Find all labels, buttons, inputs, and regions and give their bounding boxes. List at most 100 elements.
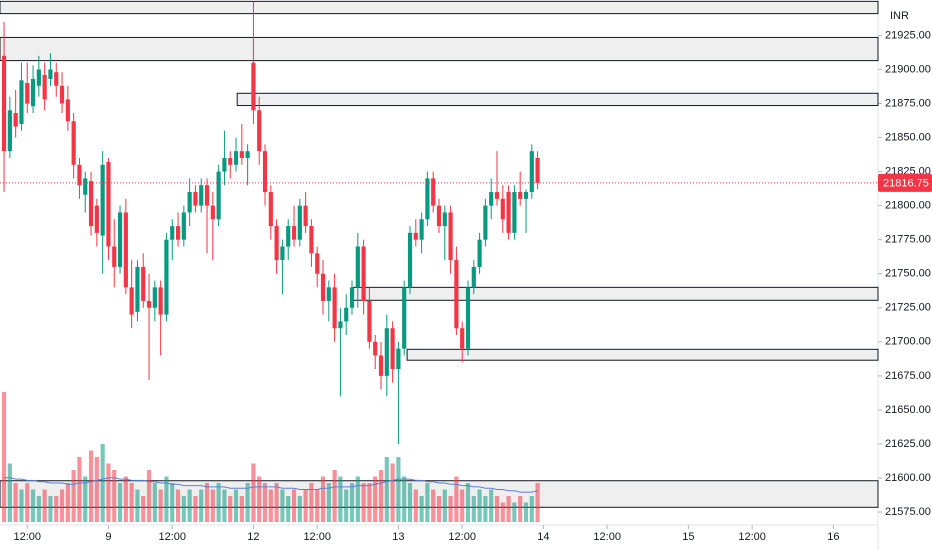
volume-bar bbox=[442, 489, 447, 522]
candle-body bbox=[349, 287, 355, 308]
volume-bar bbox=[344, 489, 349, 522]
zone bbox=[352, 286, 879, 301]
y-tick-label: 21625.00 bbox=[885, 438, 931, 450]
currency-label: INR bbox=[890, 10, 909, 22]
volume-bar bbox=[193, 496, 198, 522]
candle-body bbox=[268, 192, 273, 227]
candle-body bbox=[100, 164, 105, 236]
volume-bar bbox=[83, 476, 88, 522]
volume-bar bbox=[425, 483, 430, 522]
volume-bar bbox=[42, 489, 47, 522]
candle-body bbox=[146, 300, 152, 308]
volume-bar bbox=[460, 489, 465, 522]
candle-body bbox=[465, 287, 471, 349]
candle-body bbox=[181, 212, 186, 240]
volume-bar bbox=[500, 502, 505, 522]
candle-body bbox=[402, 287, 407, 349]
last-price-box bbox=[878, 173, 932, 192]
volume-bar bbox=[494, 496, 500, 522]
candle-body bbox=[216, 171, 221, 220]
y-tick-label: 21800.00 bbox=[885, 200, 931, 212]
volume-bar bbox=[309, 483, 314, 522]
candle-body bbox=[326, 287, 331, 301]
volume-bar bbox=[158, 489, 163, 522]
candle-body bbox=[332, 287, 337, 329]
candle-body bbox=[210, 205, 215, 220]
volume-bar bbox=[407, 483, 413, 522]
candle-body bbox=[274, 226, 279, 261]
candle-body bbox=[523, 192, 529, 199]
volume-bar bbox=[471, 496, 476, 522]
volume-bar bbox=[251, 463, 256, 522]
y-tick-label: 21750.00 bbox=[885, 268, 931, 280]
candle-body bbox=[175, 226, 181, 240]
x-tick-label: 12:00 bbox=[738, 531, 766, 543]
candle-body bbox=[454, 260, 459, 329]
volume-bar bbox=[123, 476, 128, 522]
volume-bar bbox=[315, 489, 320, 522]
volume-bar bbox=[164, 476, 169, 522]
volume-bar bbox=[349, 483, 355, 522]
candle-body bbox=[123, 212, 128, 288]
volume-bar bbox=[529, 496, 534, 522]
candle-body bbox=[117, 212, 123, 267]
volume-bar bbox=[175, 489, 181, 522]
candle-body bbox=[77, 164, 82, 186]
volume-bar bbox=[181, 496, 186, 522]
candle-body bbox=[483, 205, 488, 240]
candle-body bbox=[448, 212, 453, 261]
y-tick-label: 21875.00 bbox=[885, 97, 931, 109]
candle-body bbox=[471, 266, 476, 288]
volume-bar bbox=[257, 476, 262, 522]
volume-bar bbox=[129, 483, 134, 522]
volume-bar bbox=[419, 496, 424, 522]
candle-body bbox=[529, 151, 534, 193]
volume-bar bbox=[170, 483, 175, 522]
candle-body bbox=[436, 205, 442, 227]
candle-body bbox=[141, 266, 146, 301]
y-tick-label: 21675.00 bbox=[885, 370, 931, 382]
candle-body bbox=[199, 185, 204, 206]
candle-body bbox=[378, 355, 384, 376]
x-tick-label: 12 bbox=[247, 531, 259, 543]
volume-bar bbox=[204, 483, 210, 522]
volume-bar bbox=[355, 476, 360, 522]
volume-ma-line bbox=[4, 477, 538, 493]
candle-body bbox=[25, 83, 30, 104]
y-tick-label: 21725.00 bbox=[885, 302, 931, 314]
volume-bar bbox=[216, 483, 221, 522]
volume-bar bbox=[367, 483, 372, 522]
volume-bar bbox=[402, 476, 407, 522]
candle-body bbox=[500, 198, 505, 220]
candle-body bbox=[442, 212, 447, 227]
candle-body bbox=[315, 253, 320, 274]
candle-body bbox=[164, 239, 169, 315]
volume-bar bbox=[77, 457, 82, 522]
candle-body bbox=[355, 246, 360, 288]
volume-bar bbox=[286, 496, 291, 522]
x-tick-label: 15 bbox=[682, 531, 694, 543]
candle-body bbox=[129, 287, 134, 315]
volume-bar bbox=[199, 489, 204, 522]
candle-body bbox=[222, 157, 227, 172]
volume-bar bbox=[141, 496, 146, 522]
candle-body bbox=[361, 246, 366, 301]
candle-body bbox=[65, 99, 70, 122]
candle-body bbox=[320, 273, 326, 301]
y-tick-label: 21575.00 bbox=[885, 506, 931, 518]
candle-body bbox=[344, 307, 349, 322]
volume-bar bbox=[326, 483, 331, 522]
candle-body bbox=[291, 226, 297, 240]
volume-bar bbox=[477, 489, 482, 522]
x-tick-label: 12:00 bbox=[158, 531, 186, 543]
candle-body bbox=[367, 300, 372, 342]
candle-body bbox=[94, 205, 99, 233]
volume-bar bbox=[390, 463, 395, 522]
y-tick-label: 21775.00 bbox=[885, 234, 931, 246]
candle-body bbox=[303, 205, 308, 227]
candle-body bbox=[338, 321, 343, 329]
volume-bar bbox=[228, 496, 233, 522]
y-tick-label: 21700.00 bbox=[885, 336, 931, 348]
